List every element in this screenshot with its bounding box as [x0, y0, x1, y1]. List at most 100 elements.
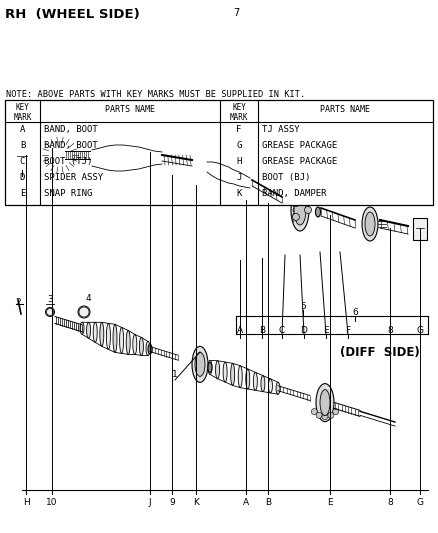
Ellipse shape: [80, 322, 84, 334]
Text: 10: 10: [46, 498, 58, 507]
Ellipse shape: [113, 325, 117, 352]
Ellipse shape: [362, 207, 378, 241]
Ellipse shape: [246, 369, 250, 389]
Ellipse shape: [195, 155, 205, 175]
Ellipse shape: [87, 322, 91, 338]
Ellipse shape: [159, 152, 165, 164]
Circle shape: [304, 206, 311, 214]
Text: H: H: [237, 157, 242, 166]
Ellipse shape: [89, 150, 95, 166]
Ellipse shape: [148, 344, 152, 354]
Ellipse shape: [126, 330, 130, 354]
Ellipse shape: [216, 163, 220, 179]
Ellipse shape: [237, 172, 241, 186]
Circle shape: [316, 413, 322, 418]
Ellipse shape: [152, 151, 157, 165]
Text: B: B: [265, 498, 271, 507]
Circle shape: [293, 213, 300, 221]
Ellipse shape: [105, 146, 110, 170]
Text: GREASE PACKAGE: GREASE PACKAGE: [262, 141, 337, 150]
Text: C: C: [20, 157, 25, 166]
Text: G: G: [237, 141, 242, 150]
Ellipse shape: [205, 162, 209, 172]
Text: C: C: [279, 326, 285, 335]
Ellipse shape: [195, 352, 205, 376]
Ellipse shape: [268, 379, 272, 393]
Ellipse shape: [120, 145, 126, 171]
Ellipse shape: [248, 178, 252, 188]
Ellipse shape: [113, 145, 118, 171]
Text: NOTE: ABOVE PARTS WITH KEY MARKS MUST BE SUPPLIED IN KIT.: NOTE: ABOVE PARTS WITH KEY MARKS MUST BE…: [6, 90, 305, 99]
Ellipse shape: [208, 362, 212, 373]
Text: J: J: [237, 173, 242, 182]
Ellipse shape: [128, 146, 134, 170]
Text: BAND, BOOT: BAND, BOOT: [44, 141, 98, 150]
Ellipse shape: [223, 362, 227, 382]
Bar: [14, 146, 30, 168]
Circle shape: [328, 413, 334, 418]
Text: (DIFF  SIDE): (DIFF SIDE): [340, 346, 420, 359]
Ellipse shape: [210, 162, 214, 176]
Ellipse shape: [232, 170, 236, 184]
Text: A: A: [20, 125, 25, 134]
Ellipse shape: [276, 382, 280, 394]
Circle shape: [322, 414, 328, 419]
Text: GREASE PACKAGE: GREASE PACKAGE: [262, 157, 337, 166]
Ellipse shape: [136, 147, 141, 169]
Text: E: E: [20, 189, 25, 198]
Text: 8: 8: [387, 326, 393, 335]
Ellipse shape: [215, 361, 219, 379]
Text: E: E: [327, 498, 333, 507]
Text: 6: 6: [352, 308, 358, 317]
Text: B: B: [259, 326, 265, 335]
Ellipse shape: [294, 195, 306, 225]
Text: SPIDER ASSY: SPIDER ASSY: [44, 173, 103, 182]
Ellipse shape: [221, 165, 225, 181]
Text: F: F: [346, 326, 350, 335]
Circle shape: [48, 143, 72, 167]
Text: 3: 3: [47, 295, 53, 304]
Text: 5: 5: [300, 302, 306, 311]
Circle shape: [311, 409, 317, 415]
Ellipse shape: [139, 337, 143, 356]
Text: 2: 2: [15, 298, 21, 307]
Ellipse shape: [231, 364, 235, 385]
Text: A: A: [243, 498, 249, 507]
Text: A: A: [237, 326, 243, 335]
Ellipse shape: [146, 342, 150, 356]
Ellipse shape: [192, 346, 208, 382]
Text: B: B: [20, 141, 25, 150]
Text: BOOT (TJ): BOOT (TJ): [44, 157, 92, 166]
Ellipse shape: [58, 144, 62, 166]
Circle shape: [293, 199, 300, 207]
Text: KEY
MARK: KEY MARK: [13, 103, 32, 123]
Ellipse shape: [100, 322, 104, 346]
Text: PARTS NAME: PARTS NAME: [105, 105, 155, 114]
Ellipse shape: [133, 334, 137, 354]
Text: RH  (WHEEL SIDE): RH (WHEEL SIDE): [5, 8, 140, 21]
Bar: [5, 100, 433, 205]
Ellipse shape: [197, 158, 203, 172]
Text: TJ ASSY: TJ ASSY: [262, 125, 300, 134]
Text: 4: 4: [85, 294, 91, 303]
Ellipse shape: [291, 189, 309, 231]
Ellipse shape: [315, 207, 321, 217]
Ellipse shape: [120, 327, 124, 353]
Ellipse shape: [57, 137, 64, 173]
Text: 7: 7: [233, 8, 239, 18]
Text: E: E: [323, 326, 329, 335]
Text: F: F: [237, 125, 242, 134]
Text: KEY
MARK: KEY MARK: [230, 103, 248, 123]
Ellipse shape: [253, 373, 258, 390]
Ellipse shape: [208, 360, 212, 374]
Circle shape: [333, 409, 339, 415]
Ellipse shape: [159, 152, 165, 164]
Ellipse shape: [243, 175, 247, 187]
Ellipse shape: [46, 308, 54, 317]
Text: 1: 1: [172, 370, 178, 379]
Text: D: D: [20, 173, 25, 182]
Text: G: G: [417, 326, 424, 335]
Text: SNAP RING: SNAP RING: [44, 189, 92, 198]
Ellipse shape: [261, 376, 265, 392]
Ellipse shape: [97, 148, 102, 168]
